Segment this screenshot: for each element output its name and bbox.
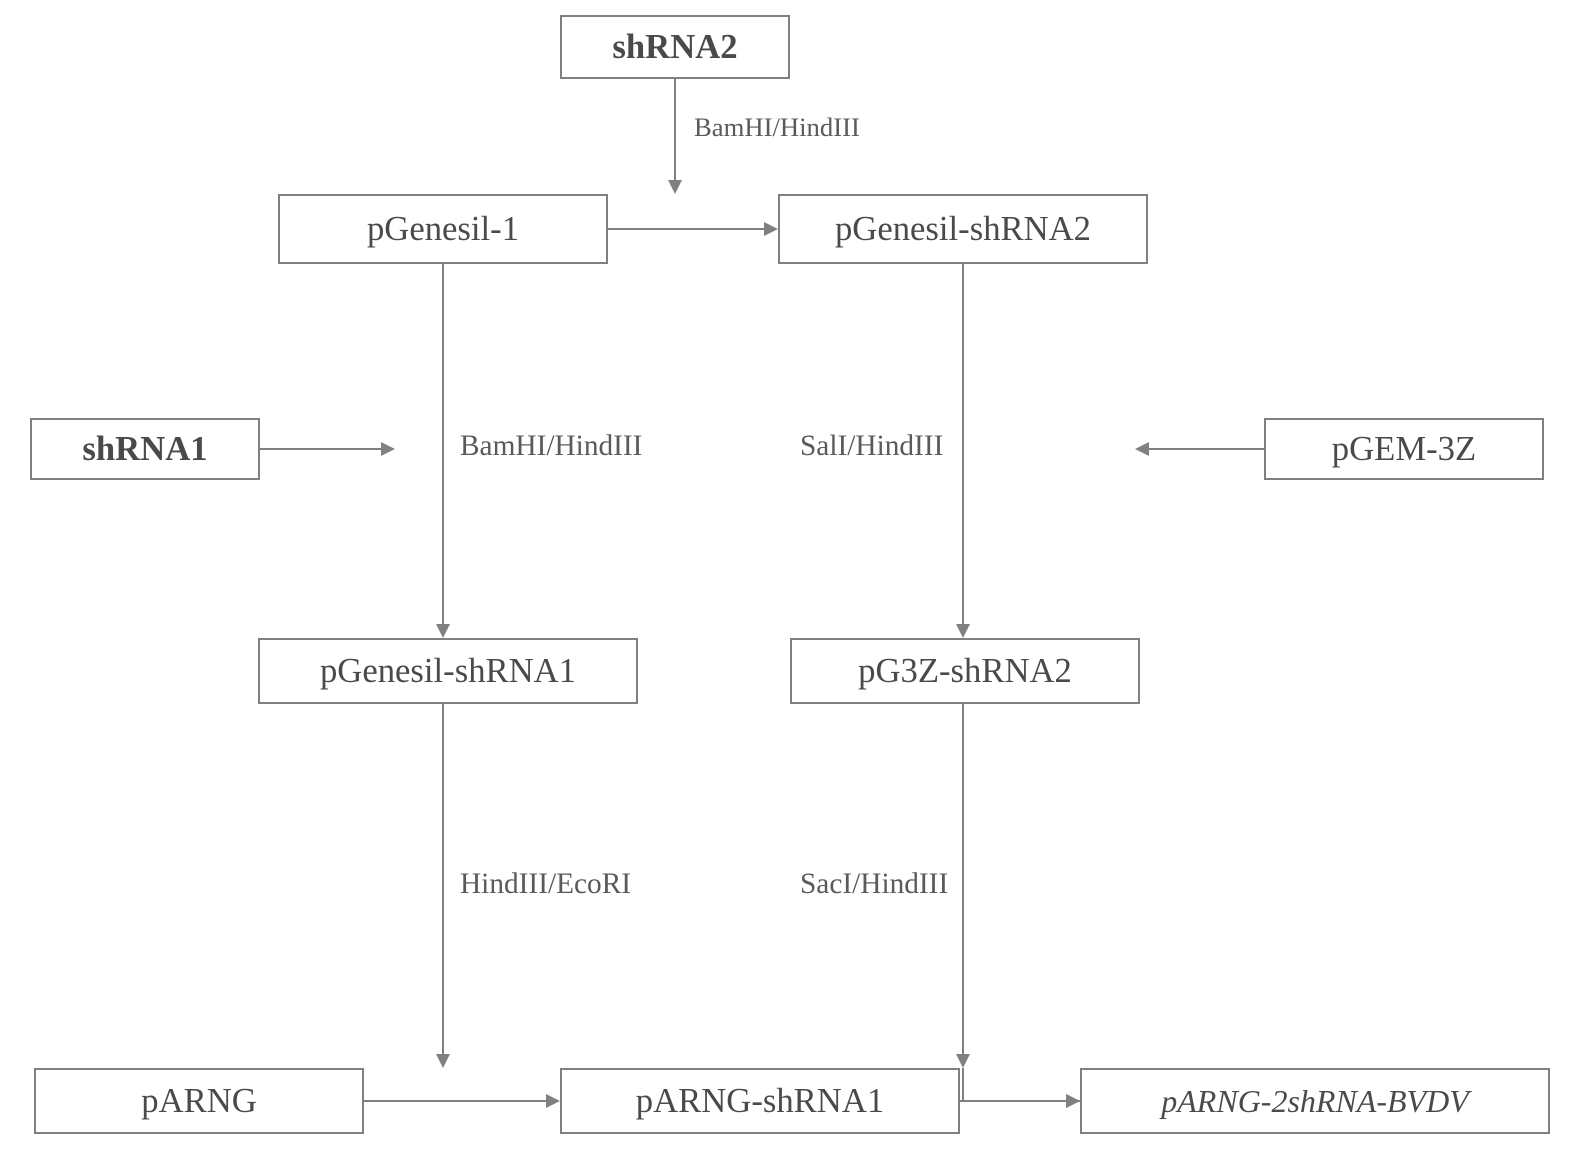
- node-pGenesil-shRNA1: pGenesil-shRNA1: [258, 638, 638, 704]
- edge-e_shRNA2_down: [668, 79, 682, 194]
- edge-label-e_pG1_down: BamHI/HindIII: [460, 430, 642, 463]
- edge-e_pARNGsh1_right: [960, 1094, 1080, 1108]
- edge-label-e_pGsh1_down: HindIII/EcoRI: [460, 868, 631, 901]
- node-pGEM-3Z: pGEM-3Z: [1264, 418, 1544, 480]
- node-pARNG-2shRNA-BVDV: pARNG-2shRNA-BVDV: [1080, 1068, 1550, 1134]
- node-pGenesil-shRNA2: pGenesil-shRNA2: [778, 194, 1148, 264]
- edge-e_pGsh2_down: [956, 264, 970, 638]
- edge-e_pARNG_right: [364, 1094, 560, 1108]
- edge-label-e_shRNA2_down: BamHI/HindIII: [694, 112, 860, 143]
- edge-e_pG1_down: [436, 264, 450, 638]
- node-pGenesil-1: pGenesil-1: [278, 194, 608, 264]
- edge-layer: [0, 0, 1587, 1161]
- edge-e_pG3Zsh2_down: [956, 704, 970, 1068]
- node-shRNA2: shRNA2: [560, 15, 790, 79]
- edge-e_shRNA1_right: [260, 442, 395, 456]
- edge-label-e_pG3Zsh2_down: SacI/HindIII: [800, 868, 948, 901]
- node-shRNA1: shRNA1: [30, 418, 260, 480]
- edge-e_pG1_to_pGsh2: [608, 222, 778, 236]
- node-pG3Z-shRNA2: pG3Z-shRNA2: [790, 638, 1140, 704]
- edge-label-e_pGsh2_down: SalI/HindIII: [800, 430, 943, 463]
- node-pARNG: pARNG: [34, 1068, 364, 1134]
- edge-e_pGsh1_down: [436, 704, 450, 1068]
- edge-e_pGEM3Z_left: [1135, 442, 1264, 456]
- node-pARNG-shRNA1: pARNG-shRNA1: [560, 1068, 960, 1134]
